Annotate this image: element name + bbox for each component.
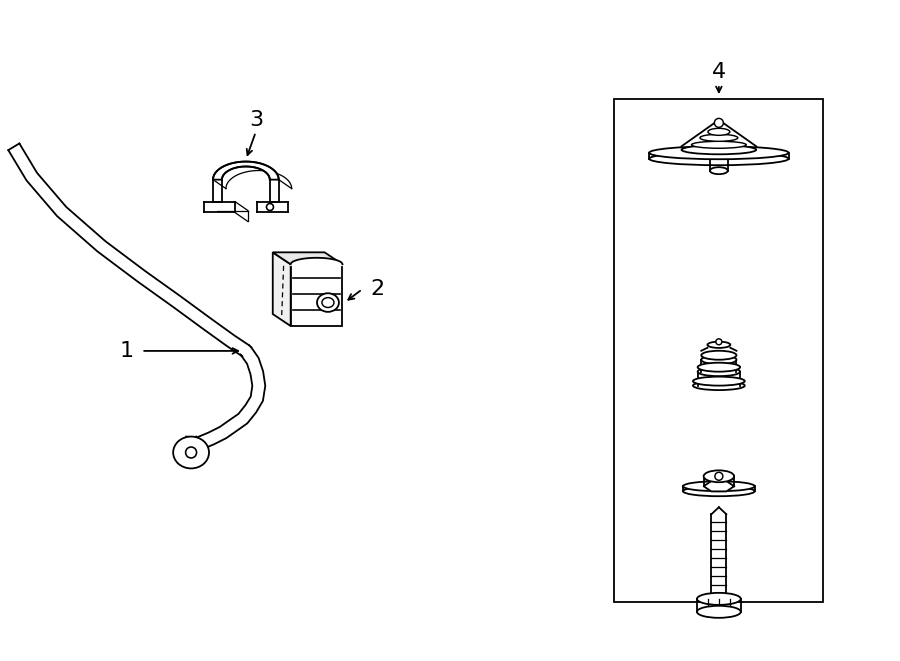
Ellipse shape	[707, 342, 730, 348]
Polygon shape	[704, 481, 734, 491]
Ellipse shape	[711, 596, 726, 602]
Circle shape	[716, 339, 722, 345]
Text: 2: 2	[370, 279, 384, 299]
Ellipse shape	[701, 355, 736, 364]
Ellipse shape	[683, 486, 755, 496]
Ellipse shape	[698, 363, 740, 371]
Ellipse shape	[710, 167, 728, 174]
Ellipse shape	[683, 481, 755, 491]
Circle shape	[715, 118, 724, 128]
Text: 1: 1	[119, 341, 133, 361]
Ellipse shape	[649, 146, 788, 159]
Text: 3: 3	[248, 110, 263, 130]
Ellipse shape	[693, 377, 745, 385]
Ellipse shape	[649, 152, 788, 165]
Polygon shape	[273, 253, 343, 264]
Polygon shape	[291, 264, 343, 326]
Polygon shape	[213, 161, 279, 180]
Ellipse shape	[693, 381, 745, 390]
Ellipse shape	[681, 145, 756, 154]
Ellipse shape	[173, 436, 209, 469]
Circle shape	[715, 473, 723, 481]
Ellipse shape	[700, 134, 738, 141]
Bar	[615, 99, 824, 602]
Ellipse shape	[322, 297, 334, 307]
Ellipse shape	[698, 368, 740, 376]
Text: 4: 4	[712, 62, 726, 82]
Ellipse shape	[704, 471, 734, 483]
Ellipse shape	[691, 141, 746, 148]
Ellipse shape	[697, 605, 741, 618]
Ellipse shape	[701, 351, 736, 360]
Circle shape	[185, 447, 196, 458]
Ellipse shape	[708, 128, 730, 136]
Ellipse shape	[317, 293, 339, 312]
Circle shape	[266, 204, 274, 210]
Ellipse shape	[697, 593, 741, 605]
Polygon shape	[273, 253, 291, 326]
